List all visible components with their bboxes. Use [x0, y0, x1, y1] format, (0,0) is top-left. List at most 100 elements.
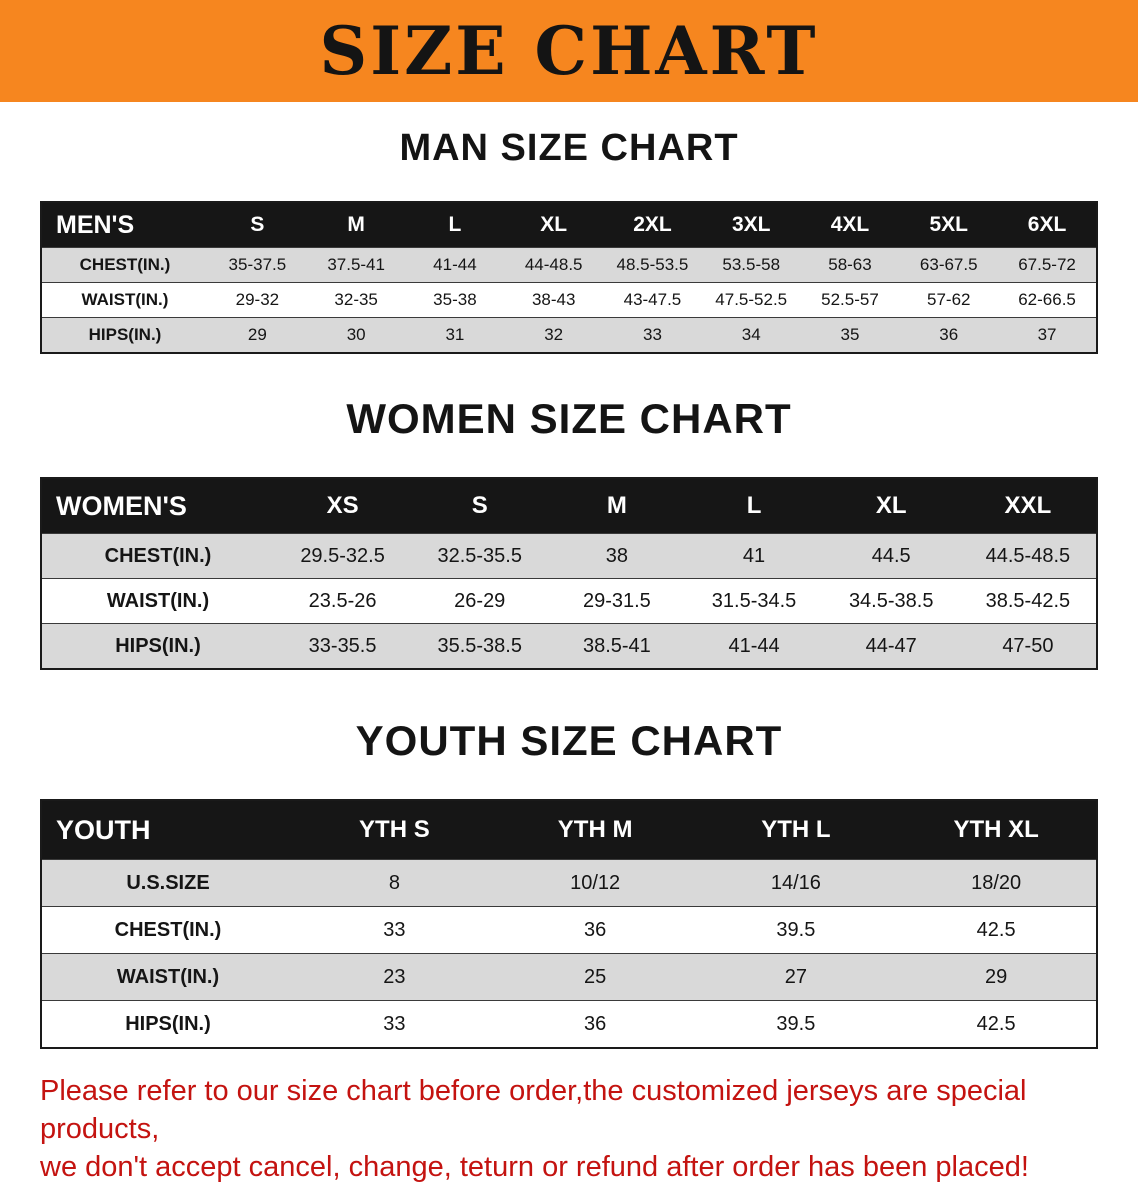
- column-header: L: [685, 478, 823, 534]
- column-header: XL: [504, 202, 604, 248]
- table-row: CHEST(IN.) 35-37.5 37.5-41 41-44 44-48.5…: [41, 247, 1097, 283]
- size-cell: 8: [294, 859, 495, 907]
- table-row: HIPS(IN.) 33-35.5 35.5-38.5 38.5-41 41-4…: [41, 623, 1097, 670]
- table-row: CHEST(IN.) 29.5-32.5 32.5-35.5 38 41 44.…: [41, 533, 1097, 579]
- size-cell: 30: [306, 317, 406, 354]
- column-header: 3XL: [701, 202, 801, 248]
- row-label: HIPS(IN.): [41, 623, 274, 670]
- youth-header-row: YOUTH YTH S YTH M YTH L YTH XL: [41, 800, 1097, 860]
- youth-section: YOUTH SIZE CHART YOUTH YTH S YTH M YTH L…: [0, 717, 1138, 1050]
- men-size-table: MEN'S S M L XL 2XL 3XL 4XL 5XL 6XL CHEST…: [40, 201, 1098, 355]
- youth-table-title: YOUTH: [41, 800, 294, 860]
- column-header: 6XL: [998, 202, 1097, 248]
- column-header: YTH S: [294, 800, 495, 860]
- size-cell: 67.5-72: [998, 247, 1097, 283]
- size-cell: 10/12: [494, 859, 696, 907]
- size-cell: 37: [998, 317, 1097, 354]
- row-label: WAIST(IN.): [41, 282, 208, 318]
- size-cell: 33: [294, 906, 495, 954]
- size-cell: 29.5-32.5: [274, 533, 412, 579]
- column-header: XS: [274, 478, 412, 534]
- size-cell: 62-66.5: [998, 282, 1097, 318]
- size-cell: 39.5: [695, 1000, 897, 1049]
- row-label: WAIST(IN.): [41, 578, 274, 624]
- row-label: CHEST(IN.): [41, 247, 208, 283]
- column-header: 5XL: [899, 202, 999, 248]
- size-cell: 39.5: [695, 906, 897, 954]
- column-header: YTH M: [494, 800, 696, 860]
- size-cell: 36: [494, 1000, 696, 1049]
- size-cell: 48.5-53.5: [603, 247, 702, 283]
- size-cell: 36: [494, 906, 696, 954]
- size-cell: 31: [405, 317, 505, 354]
- size-cell: 53.5-58: [701, 247, 801, 283]
- size-cell: 43-47.5: [603, 282, 702, 318]
- row-label: CHEST(IN.): [41, 533, 274, 579]
- size-cell: 23.5-26: [274, 578, 412, 624]
- size-cell: 44-47: [822, 623, 960, 670]
- size-cell: 18/20: [896, 859, 1097, 907]
- table-row: WAIST(IN.) 23.5-26 26-29 29-31.5 31.5-34…: [41, 578, 1097, 624]
- women-size-table: WOMEN'S XS S M L XL XXL CHEST(IN.) 29.5-…: [40, 477, 1098, 671]
- size-cell: 35-37.5: [208, 247, 307, 283]
- row-label: CHEST(IN.): [41, 906, 294, 954]
- size-cell: 32-35: [306, 282, 406, 318]
- women-section: WOMEN SIZE CHART WOMEN'S XS S M L XL XXL…: [0, 396, 1138, 671]
- size-cell: 57-62: [899, 282, 999, 318]
- youth-size-table: YOUTH YTH S YTH M YTH L YTH XL U.S.SIZE …: [40, 799, 1098, 1050]
- table-row: HIPS(IN.) 33 36 39.5 42.5: [41, 1000, 1097, 1049]
- size-cell: 44-48.5: [504, 247, 604, 283]
- page-title: SIZE CHART: [319, 12, 819, 90]
- disclaimer: Please refer to our size chart before or…: [0, 1073, 1138, 1186]
- table-row: U.S.SIZE 8 10/12 14/16 18/20: [41, 859, 1097, 907]
- women-table-title: WOMEN'S: [41, 478, 274, 534]
- banner: SIZE CHART: [0, 0, 1138, 102]
- size-cell: 52.5-57: [800, 282, 900, 318]
- size-cell: 14/16: [695, 859, 897, 907]
- table-row: HIPS(IN.) 29 30 31 32 33 34 35 36 37: [41, 317, 1097, 354]
- youth-section-heading: YOUTH SIZE CHART: [355, 717, 783, 765]
- size-cell: 41: [685, 533, 823, 579]
- size-cell: 41-44: [405, 247, 505, 283]
- size-cell: 36: [899, 317, 999, 354]
- size-cell: 34.5-38.5: [822, 578, 960, 624]
- size-cell: 38-43: [504, 282, 604, 318]
- size-cell: 33: [294, 1000, 495, 1049]
- size-cell: 29-31.5: [548, 578, 686, 624]
- size-cell: 44.5: [822, 533, 960, 579]
- column-header: 2XL: [603, 202, 702, 248]
- size-cell: 41-44: [685, 623, 823, 670]
- column-header: M: [306, 202, 406, 248]
- column-header: L: [405, 202, 505, 248]
- size-cell: 38: [548, 533, 686, 579]
- table-row: WAIST(IN.) 23 25 27 29: [41, 953, 1097, 1001]
- women-header-row: WOMEN'S XS S M L XL XXL: [41, 478, 1097, 534]
- size-cell: 34: [701, 317, 801, 354]
- size-cell: 63-67.5: [899, 247, 999, 283]
- size-cell: 44.5-48.5: [959, 533, 1097, 579]
- size-cell: 35: [800, 317, 900, 354]
- row-label: HIPS(IN.): [41, 1000, 294, 1049]
- column-header: XXL: [959, 478, 1097, 534]
- size-cell: 58-63: [800, 247, 900, 283]
- column-header: YTH L: [695, 800, 897, 860]
- column-header: 4XL: [800, 202, 900, 248]
- column-header: M: [548, 478, 686, 534]
- size-cell: 32.5-35.5: [411, 533, 549, 579]
- size-cell: 47.5-52.5: [701, 282, 801, 318]
- column-header: S: [411, 478, 549, 534]
- size-cell: 37.5-41: [306, 247, 406, 283]
- size-cell: 47-50: [959, 623, 1097, 670]
- size-cell: 23: [294, 953, 495, 1001]
- size-cell: 32: [504, 317, 604, 354]
- size-cell: 26-29: [411, 578, 549, 624]
- column-header: YTH XL: [896, 800, 1097, 860]
- men-header-row: MEN'S S M L XL 2XL 3XL 4XL 5XL 6XL: [41, 202, 1097, 248]
- disclaimer-line-1: Please refer to our size chart before or…: [40, 1075, 1027, 1146]
- size-cell: 33: [603, 317, 702, 354]
- column-header: S: [208, 202, 307, 248]
- size-cell: 33-35.5: [274, 623, 412, 670]
- table-row: WAIST(IN.) 29-32 32-35 35-38 38-43 43-47…: [41, 282, 1097, 318]
- men-table-title: MEN'S: [41, 202, 208, 248]
- size-cell: 29: [208, 317, 307, 354]
